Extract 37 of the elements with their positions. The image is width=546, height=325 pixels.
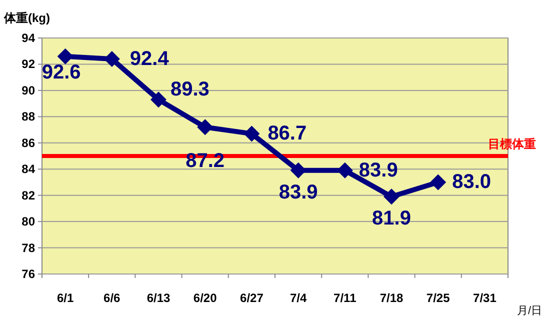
data-label: 92.4 bbox=[130, 48, 170, 70]
x-axis-title: 月/日 bbox=[516, 305, 542, 317]
y-tick-label: 82 bbox=[22, 188, 36, 202]
y-tick-label: 88 bbox=[22, 110, 36, 124]
data-label: 92.6 bbox=[42, 61, 81, 84]
y-tick-label: 80 bbox=[22, 214, 36, 229]
point bbox=[150, 92, 166, 108]
x-tick-label: 7/11 bbox=[334, 291, 357, 305]
data-label: 86.7 bbox=[268, 122, 307, 145]
x-tick-label: 7/31 bbox=[473, 291, 497, 305]
x-tick-label: 6/27 bbox=[240, 291, 264, 305]
y-tick-label: 92 bbox=[22, 57, 36, 72]
y-tick-label: 90 bbox=[22, 83, 36, 98]
y-tick-label: 94 bbox=[22, 31, 36, 45]
x-tick-label: 6/20 bbox=[193, 291, 218, 305]
x-tick-label: 7/4 bbox=[290, 291, 307, 305]
x-tick-label: 6/6 bbox=[104, 291, 121, 305]
point bbox=[244, 126, 260, 142]
y-tick-label: 84 bbox=[22, 162, 36, 176]
x-tick-label: 7/18 bbox=[380, 291, 404, 305]
data-label: 83.9 bbox=[358, 159, 398, 182]
x-tick-label: 6/1 bbox=[56, 291, 74, 305]
data-label: 83.9 bbox=[278, 181, 318, 204]
y-tick-label: 78 bbox=[22, 240, 36, 255]
y-tick-label: 76 bbox=[22, 267, 36, 281]
point bbox=[384, 188, 400, 205]
point bbox=[430, 174, 446, 190]
data-label: 83.0 bbox=[452, 171, 492, 194]
point bbox=[197, 119, 214, 136]
data-label: 89.3 bbox=[170, 78, 210, 101]
y-axis-title: 体重(kg) bbox=[3, 11, 50, 25]
y-tick-label: 86 bbox=[22, 136, 36, 150]
ref-line-label: 目標体重 bbox=[488, 137, 536, 151]
x-tick-label: 7/25 bbox=[426, 291, 450, 305]
x-tick-label: 6/13 bbox=[146, 291, 170, 305]
data-label: 81.9 bbox=[372, 208, 411, 230]
point bbox=[57, 48, 74, 64]
